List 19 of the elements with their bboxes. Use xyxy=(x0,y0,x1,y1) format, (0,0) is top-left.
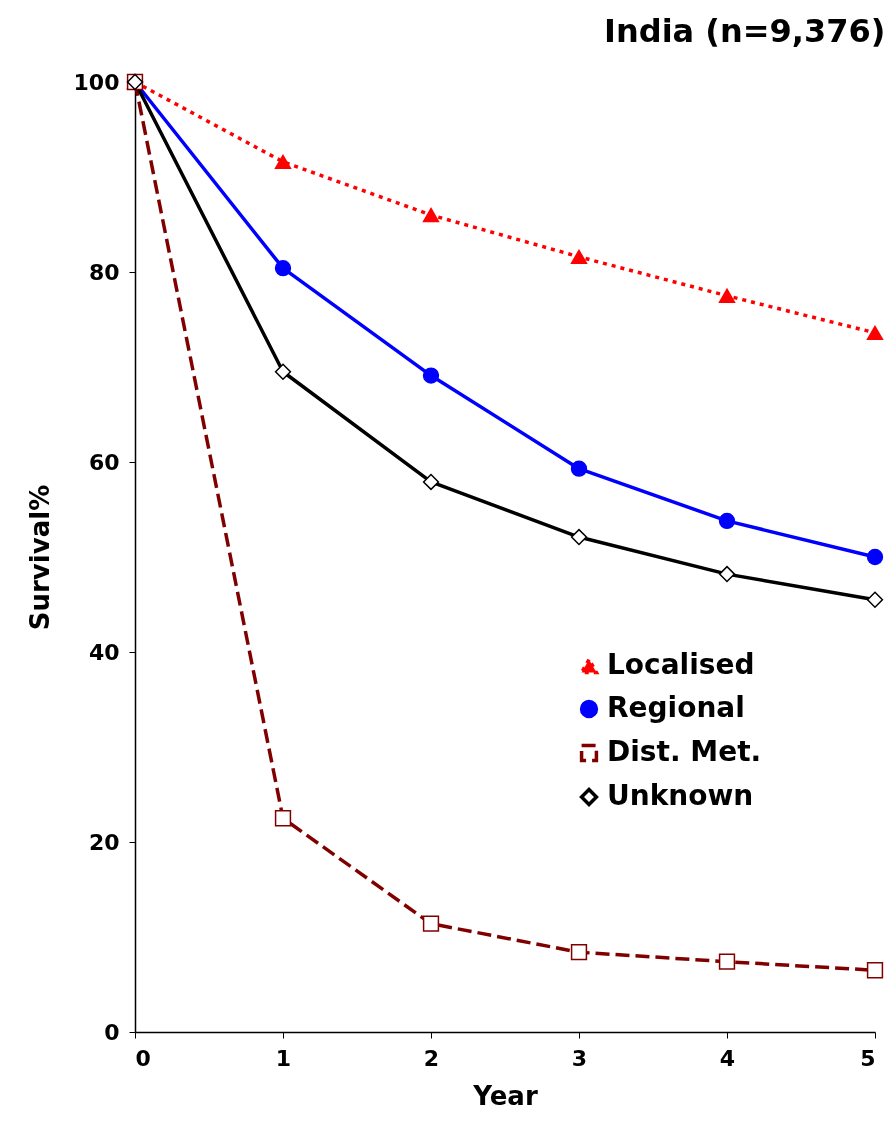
y-tick-label: 80 xyxy=(88,259,120,285)
y-tick-label: 40 xyxy=(88,639,120,665)
y-tick-label: 20 xyxy=(88,829,120,855)
chart-title: India (n=9,376) xyxy=(604,12,885,50)
y-axis-title: Survival% xyxy=(24,484,55,631)
y-tick-label: 100 xyxy=(73,69,120,95)
x-axis-title: Year xyxy=(472,1080,538,1111)
x-tick-label: 5 xyxy=(860,1045,876,1071)
y-tick-label: 60 xyxy=(88,449,120,475)
y-tick-label: 0 xyxy=(104,1019,120,1045)
legend-label: Unknown xyxy=(607,779,754,812)
legend-label: Dist. Met. xyxy=(607,735,762,768)
x-tick-label: 1 xyxy=(275,1045,292,1071)
legend-label: Localised xyxy=(607,648,755,681)
x-tick-label: 2 xyxy=(423,1045,440,1071)
x-tick-label: 3 xyxy=(571,1045,588,1071)
x-tick-label: 0 xyxy=(135,1045,151,1071)
legend-label: Regional xyxy=(607,691,745,724)
x-tick-label: 4 xyxy=(719,1045,736,1071)
